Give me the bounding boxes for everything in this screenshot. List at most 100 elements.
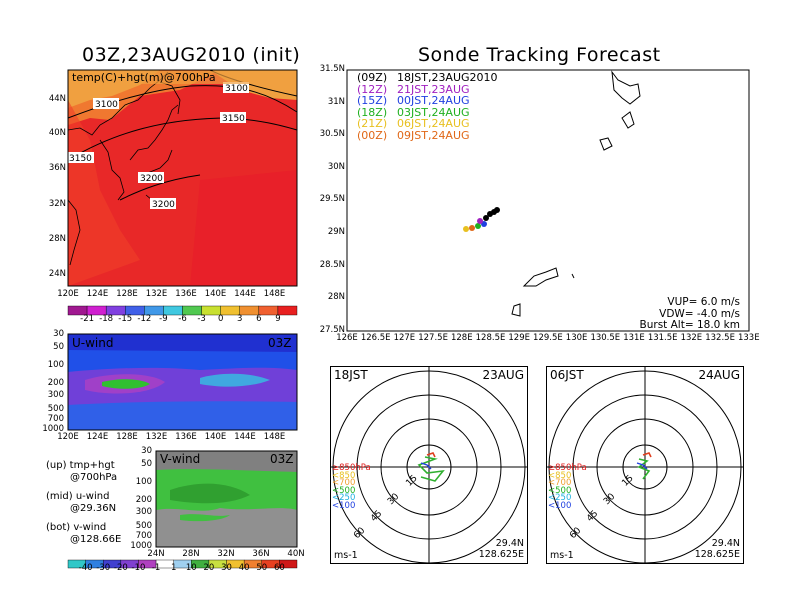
pressure-level-key: <850 [548,470,572,481]
track-points [463,207,500,232]
lat-tick: 30.5N [319,129,345,140]
colorbar-label: 1 [170,563,177,573]
pressure-tick: 700 [135,531,152,541]
contour-label: 3150 [222,114,245,124]
forecast-time-row: (09Z) 18JST,23AUG2010 [357,72,498,84]
pressure-level-key: <700 [548,478,572,488]
forecast-jst: 03JST,24AUG [397,105,470,119]
pressure-tick: 100 [135,477,152,487]
lat-tick: 32N [217,549,235,559]
lon-tick: 129E [508,333,530,343]
vdw-param: VDW= -4.0 m/s [659,307,740,320]
contour-label: 3100 [95,100,118,110]
lat-tick: 28N [48,234,66,244]
lon-tick: 127.5E [418,333,448,343]
hodograph-lon: 128.625E [694,549,740,560]
contour-label: 3150 [69,154,92,164]
forecast-jst: 18JST,23AUG2010 [397,71,498,84]
lat-tick: 29.5N [319,194,345,205]
lon-tick: 126E [336,333,358,343]
contour-labels: 3100 3100 3150 3150 3200 3200 [68,82,249,210]
lon-tick: 132E [145,432,168,442]
lat-tick: 24N [147,549,165,559]
sonde-params: VUP= 6.0 m/s VDW= -4.0 m/s Burst Alt= 18… [640,296,740,332]
hodograph-lon: 128.625E [478,549,524,560]
forecast-utc: (12Z) [357,82,388,96]
pressure-tick: 300 [47,390,64,400]
forecast-jst: 21JST,23AUG [397,82,470,96]
pressure-tick: 1000 [42,424,64,434]
right-title: Sonde Tracking Forecast [418,44,661,66]
forecast-time-row: (00Z) 09JST,24AUG [357,129,498,142]
colorbar-label: -15 [118,314,133,324]
pressure-tick: 30 [53,329,64,339]
lon-tick: 128E [450,333,473,343]
map-south-zone [190,170,297,286]
pressure-level-key: <100 [332,500,356,511]
forecast-time-row: (12Z) 21JST,23AUG [357,82,498,96]
colorbar-label: -1 [151,563,161,573]
map-label: temp(C)+hgt(m)@700hPa [72,71,216,84]
lon-tick: 148E [263,289,286,299]
lat-tick: 36N [252,549,270,559]
colorbar-label: -40 [78,563,93,573]
contour-label: 3200 [152,200,175,210]
colorbar-swatch [277,305,298,316]
left-title: 03Z,23AUG2010 (init) [82,44,301,66]
hodograph-trace [417,456,445,482]
colorbar-label: -6 [178,314,187,324]
lon-tick: 130E [565,333,588,343]
pressure-tick: 200 [47,378,64,388]
contour-label: 3200 [140,174,163,184]
forecast-time-row: (18Z) 03JST,24AUG [357,105,498,119]
colorbar-label: -21 [80,314,95,324]
lon-tick: 120E [57,289,79,299]
colorbar-label: 60 [273,563,285,573]
pressure-tick: 1000 [130,541,152,551]
forecast-jst: 06JST,24AUG [397,117,470,130]
lat-tick: 32N [48,199,66,209]
vup-param: VUP= 6.0 m/s [667,296,740,308]
lon-tick: 132E [145,289,168,299]
colorbar-label: -12 [137,314,152,324]
colorbar-label: -20 [113,563,128,573]
pressure-tick: 30 [141,446,152,456]
legend-line: (up) tmp+hgt [46,460,115,471]
pressure-level-key: ≥850hPa [332,463,371,473]
pressure-level-key: ≥850hPa [548,463,587,473]
legend-item: (mid) u-wind @29.36N [46,491,116,515]
hodograph-date: 23AUG [482,368,524,382]
lon-tick: 144E [234,432,256,442]
uwind-label: U-wind [72,336,114,350]
uwind-time: 03Z [268,336,292,350]
legend-line: (mid) u-wind [46,491,110,502]
lon-tick: 130.5E [590,333,621,343]
lon-tick: 129.5E [533,333,563,343]
lon-tick: 140E [204,432,227,442]
legend-item: (up) tmp+hgt @700hPa [46,460,117,484]
forecast-utc: (09Z) [357,71,388,84]
pressure-tick: 700 [47,414,64,424]
forecast-utc: (18Z) [357,105,388,119]
colorbar-label: -3 [197,314,206,324]
vwind-label: V-wind [160,452,201,466]
pressure-tick: 100 [47,360,64,370]
island-outlines [511,70,641,317]
pressure-level-key: <500 [548,485,572,496]
forecast-time-row: (15Z) 00JST,24AUG [357,95,498,107]
colorbar-label: 9 [275,314,281,324]
lat-tick: 29N [327,227,345,237]
lat-tick: 28N [327,292,345,303]
pressure-tick: 500 [47,404,64,414]
lat-tick: 28.5N [319,259,345,270]
pressure-tick: 200 [135,495,152,505]
hodograph-trace [637,458,651,480]
colorbar-label: -10 [131,563,146,573]
colorbar-swatch [279,559,298,569]
forecast-time-row: (21Z) 06JST,24AUG [357,118,498,130]
